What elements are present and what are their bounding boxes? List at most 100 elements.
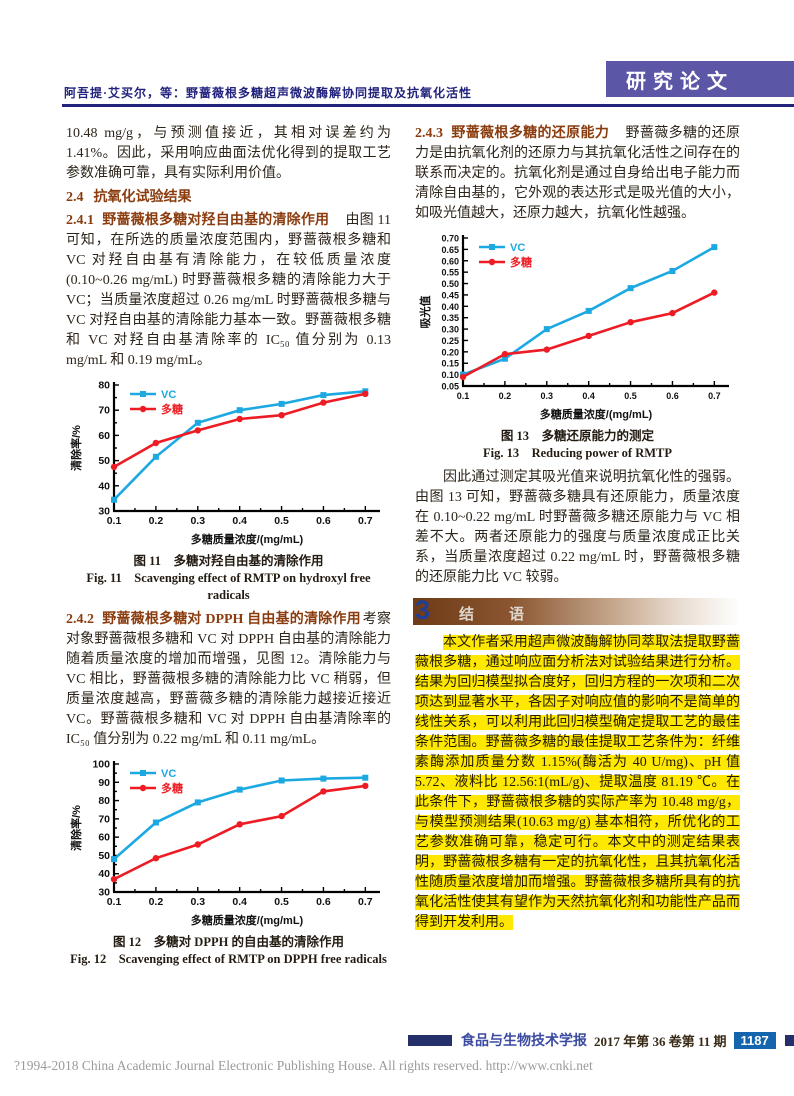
svg-text:90: 90 xyxy=(98,777,110,789)
svg-text:0.5: 0.5 xyxy=(274,515,289,527)
svg-text:0.1: 0.1 xyxy=(456,391,469,401)
svg-text:0.70: 0.70 xyxy=(441,234,459,244)
svg-text:0.50: 0.50 xyxy=(441,279,459,289)
svg-text:0.25: 0.25 xyxy=(441,336,459,346)
svg-text:VC: VC xyxy=(161,389,176,401)
section-heading-2-4: 2.4 抗氧化试验结果 xyxy=(66,187,391,209)
paragraph-2-4-1: 2.4.1 野蔷薇根多糖对羟自由基的清除作用 由图 11 可知，在所选的质量浓度范… xyxy=(66,211,391,371)
subsection-number: 2.4.3 xyxy=(415,126,443,141)
article-type-badge: 研究论文 xyxy=(606,61,794,97)
right-column: 2.4.3 野蔷薇根多糖的还原能力 野蔷薇多糖的还原力是由抗氧化剂的还原力与其抗氧… xyxy=(413,124,740,974)
svg-text:70: 70 xyxy=(98,405,110,417)
svg-text:VC: VC xyxy=(510,242,525,254)
svg-text:0.20: 0.20 xyxy=(441,347,459,357)
svg-text:多糖质量浓度/(mg/mL): 多糖质量浓度/(mg/mL) xyxy=(190,913,303,927)
svg-text:0.10: 0.10 xyxy=(441,370,459,380)
svg-text:30: 30 xyxy=(98,506,110,518)
svg-text:0.3: 0.3 xyxy=(190,896,205,908)
paragraph-text: 野蔷薇多糖的还原力是由抗氧化剂的还原力与其抗氧化活性之间存在的联系而决定的。抗氧… xyxy=(415,126,741,221)
svg-text:50: 50 xyxy=(98,455,110,467)
figure-13-line-chart: 0.050.100.150.200.250.300.350.400.450.50… xyxy=(418,234,729,421)
svg-text:0.45: 0.45 xyxy=(441,290,459,300)
svg-text:0.55: 0.55 xyxy=(441,268,459,278)
svg-text:0.4: 0.4 xyxy=(232,896,247,908)
svg-text:80: 80 xyxy=(98,795,110,807)
journal-footer-line: 食品与生物技术学报 2017 年第 36 卷第 11 期 1187 xyxy=(408,1030,794,1050)
svg-text:吸光值: 吸光值 xyxy=(418,296,432,329)
figure-12-line-chart: 30 40 50 60 70 80 90 100 0.1 0.2 0.3 0.4 0.5 0.6 0.7 VC… xyxy=(69,759,380,927)
svg-text:0.05: 0.05 xyxy=(441,382,459,392)
svg-text:0.30: 0.30 xyxy=(441,325,459,335)
svg-text:0.2: 0.2 xyxy=(148,896,163,908)
svg-text:0.65: 0.65 xyxy=(441,245,459,255)
paragraph-text: 由图 11 可知，在所选的质量浓度范围内，野蔷薇根多糖和VC 对羟自由基有清除能… xyxy=(66,213,391,368)
svg-text:70: 70 xyxy=(98,813,110,825)
svg-text:0.2: 0.2 xyxy=(148,515,163,527)
section-3-number: 3 xyxy=(415,595,431,625)
figure-13-caption-cn: 图 13 多糖还原能力的测定 xyxy=(500,429,655,443)
paragraph-conclusion-of-2-3: 10.48 mg/g，与预测值接近，其相对误差约为 1.41%。因此，采用响应曲… xyxy=(66,124,391,184)
svg-text:0.35: 0.35 xyxy=(441,313,459,323)
svg-text:多糖: 多糖 xyxy=(161,781,183,795)
footer-bar-right xyxy=(784,1034,794,1046)
figure-12-caption-en: Fig. 12 Scavenging effect of RMTP on DPP… xyxy=(70,952,387,966)
subsection-title: 野蔷薇根多糖对羟自由基的清除作用 xyxy=(102,213,330,228)
figure-11-caption-en: Fig. 11 Scavenging effect of RMTP on hyd… xyxy=(86,571,371,602)
cnki-copyright-line: ?1994-2018 China Academic Journal Electr… xyxy=(14,1058,593,1073)
header-rule xyxy=(62,104,794,107)
page-number-badge: 1187 xyxy=(733,1031,776,1049)
subsection-number: 2.4.2 xyxy=(66,612,94,627)
svg-text:0.6: 0.6 xyxy=(316,896,331,908)
svg-text:100: 100 xyxy=(92,759,110,771)
svg-text:0.7: 0.7 xyxy=(358,896,373,908)
svg-text:0.3: 0.3 xyxy=(190,515,205,527)
svg-text:清除率/%: 清除率/% xyxy=(69,805,83,851)
subsection-title: 野蔷薇根多糖对 DPPH 自由基的清除作用 xyxy=(102,612,361,627)
svg-text:多糖: 多糖 xyxy=(510,255,532,269)
paragraph-fig13-discussion: 因此通过测定其吸光值来说明抗氧化性的强弱。由图 13 可知，野蔷薇多糖具有还原能… xyxy=(415,468,740,588)
svg-text:0.3: 0.3 xyxy=(540,391,553,401)
section-3-title: 结 语 xyxy=(459,607,535,623)
svg-text:多糖质量浓度/(mg/mL): 多糖质量浓度/(mg/mL) xyxy=(190,532,303,546)
content-columns: 10.48 mg/g，与预测值接近，其相对误差约为 1.41%。因此，采用响应曲… xyxy=(66,124,740,974)
svg-text:0.6: 0.6 xyxy=(316,515,331,527)
paragraph-conclusion: 本文作者采用超声微波酶解协同萃取法提取野蔷薇根多糖，通过响应面分析法对试验结果进… xyxy=(415,633,740,933)
svg-text:0.5: 0.5 xyxy=(274,896,289,908)
svg-text:0.1: 0.1 xyxy=(106,515,121,527)
svg-text:60: 60 xyxy=(98,832,110,844)
left-column: 10.48 mg/g，与预测值接近，其相对误差约为 1.41%。因此，采用响应曲… xyxy=(66,124,391,974)
svg-text:VC: VC xyxy=(161,768,176,780)
footer-bar-left xyxy=(408,1034,452,1046)
section-3-header-bar: 3 结 语 xyxy=(413,595,740,625)
figure-13-caption-en: Fig. 13 Reducing power of RMTP xyxy=(483,446,672,460)
svg-text:0.4: 0.4 xyxy=(232,515,247,527)
svg-text:多糖: 多糖 xyxy=(161,402,183,416)
svg-text:40: 40 xyxy=(98,480,110,492)
subsection-number: 2.4.1 xyxy=(66,213,94,228)
paragraph-text: 10.48 mg/g，与预测值接近，其相对误差约为 1.41%。因此，采用响应曲… xyxy=(66,126,391,181)
svg-text:40: 40 xyxy=(98,868,110,880)
journal-issue: 2017 年第 36 卷第 11 期 xyxy=(594,1033,727,1049)
svg-text:30: 30 xyxy=(98,887,110,899)
running-title: 阿吾提·艾买尔，等：野蔷薇根多糖超声微波酶解协同提取及抗氧化活性 xyxy=(64,86,473,100)
svg-text:0.1: 0.1 xyxy=(106,896,121,908)
figure-11-line-chart: 30 40 50 60 70 80 0.1 0.2 0.3 0.4 0.5 0.6 0.7 VC多糖多糖质… xyxy=(69,380,380,546)
svg-text:0.2: 0.2 xyxy=(498,391,511,401)
svg-text:50: 50 xyxy=(98,850,110,862)
journal-name: 食品与生物技术学报 xyxy=(461,1034,587,1049)
section-title: 抗氧化试验结果 xyxy=(93,190,192,205)
svg-text:0.7: 0.7 xyxy=(358,515,373,527)
svg-text:0.5: 0.5 xyxy=(624,391,637,401)
paragraph-2-4-2: 2.4.2 野蔷薇根多糖对 DPPH 自由基的清除作用 考察对象野蔷薇根多糖和 VC… xyxy=(66,610,391,750)
svg-text:0.40: 0.40 xyxy=(441,302,459,312)
svg-text:80: 80 xyxy=(98,380,110,392)
figure-12-caption-cn: 图 12 多糖对 DPPH 的自由基的清除作用 xyxy=(113,935,344,949)
svg-text:清除率/%: 清除率/% xyxy=(69,425,83,471)
subsection-title: 野蔷薇根多糖的还原能力 xyxy=(451,126,610,141)
paragraph-2-4-3: 2.4.3 野蔷薇根多糖的还原能力 野蔷薇多糖的还原力是由抗氧化剂的还原力与其抗氧… xyxy=(415,124,740,224)
section-number: 2.4 xyxy=(66,190,84,205)
paragraph-text: 考察对象野蔷薇根多糖和 VC 对 DPPH 自由基的清除能力随着质量浓度的增加而… xyxy=(66,612,392,747)
svg-text:0.60: 0.60 xyxy=(441,256,459,266)
svg-text:0.6: 0.6 xyxy=(666,391,679,401)
svg-text:0.15: 0.15 xyxy=(441,359,459,369)
